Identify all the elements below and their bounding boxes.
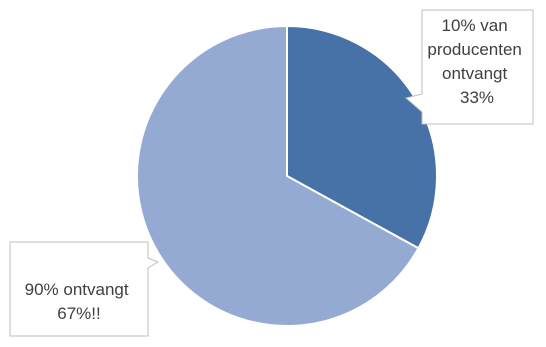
- callout-slice-0-line-2: ontvangt: [442, 64, 507, 83]
- callout-box-slice-0: [404, 9, 534, 125]
- callout-slice-1: 90% ontvangt 67%!!: [9, 241, 160, 337]
- callout-box-slice-1: [9, 241, 160, 337]
- callout-slice-1-line-0: 90% ontvangt: [25, 280, 129, 299]
- callout-slice-0-line-3: 33%: [460, 88, 494, 107]
- svg-text:90% ontvangt 67%!!: 90% ontvangt 67%!!: [25, 280, 134, 323]
- callout-slice-0-line-0: 10% van: [442, 16, 508, 35]
- callout-slice-1-line-1: 67%!!: [57, 304, 100, 323]
- callout-slice-0: 10% van producenten ontvangt 33%: [404, 9, 534, 125]
- pie-slices: [136, 24, 438, 327]
- svg-text:10% van producenten: 10% van producenten ontvangt 33%: [427, 16, 526, 107]
- callout-slice-0-line-1: producenten: [427, 40, 522, 59]
- pie-slice-1: [136, 24, 420, 327]
